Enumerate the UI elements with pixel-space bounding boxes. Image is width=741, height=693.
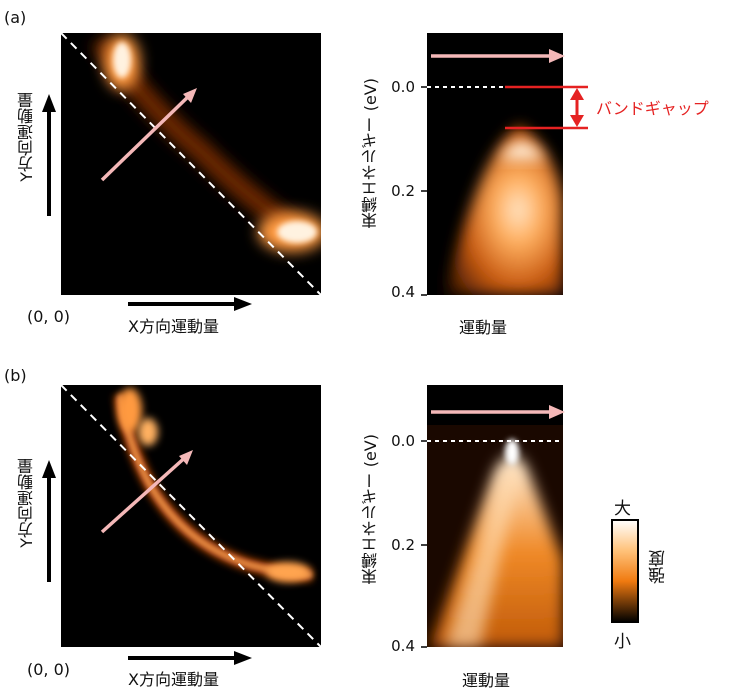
- colorbar-high-label: 大: [614, 499, 631, 519]
- panel-b-fermi-map: [60, 384, 322, 648]
- panel-a-arpes: [421, 33, 588, 296]
- diagonal-dashed-line: [60, 32, 322, 296]
- colorbar-low-label: 小: [614, 632, 631, 652]
- panel-b-energy-axis-label: 束縛エネルギー (eV): [361, 434, 380, 585]
- panel-a-momentum-label: 運動量: [459, 318, 508, 337]
- cut-arrowhead: [183, 88, 197, 103]
- panel-b-tick-2: 0.4: [391, 637, 415, 655]
- panel-a-label: (a): [4, 8, 27, 27]
- bandgap-arrow-down: [570, 115, 584, 127]
- panel-b-origin-label: (0, 0): [27, 660, 71, 679]
- panel-b-label: (b): [4, 366, 27, 385]
- colorbar-title: 強度: [649, 550, 669, 584]
- panel-b-y-axis-label: Y方向運動量: [17, 458, 36, 548]
- panel-a-tick-2: 0.4: [391, 283, 415, 301]
- diagonal-dashed-line: [60, 384, 322, 648]
- panel-b-x-axis-label: X方向運動量: [128, 670, 219, 689]
- panel-b-tick-1: 0.2: [391, 536, 415, 554]
- panel-a-tick-0: 0.0: [391, 78, 415, 96]
- intensity-colorbar: [611, 519, 639, 623]
- panel-a-y-axis-label: Y方向運動量: [17, 92, 36, 182]
- panel-b-momentum-label: 運動量: [462, 671, 511, 690]
- panel-a-x-axis-label: X方向運動量: [128, 317, 219, 336]
- bandgap-label: バンドギャップ: [596, 99, 709, 118]
- panel-a-origin-label: (0, 0): [27, 307, 71, 326]
- panel-a-energy-axis-label: 束縛エネルギー (eV): [361, 78, 380, 229]
- cut-arrow-shaft: [100, 452, 191, 534]
- bandgap-arrow-up: [570, 88, 584, 100]
- panel-a-tick-1: 0.2: [391, 182, 415, 200]
- panel-a-fermi-map: [60, 32, 322, 296]
- panel-b-tick-0: 0.0: [391, 432, 415, 450]
- cut-arrowhead: [179, 450, 193, 465]
- cut-arrow-shaft: [100, 90, 195, 182]
- panel-b-arpes: [421, 385, 565, 648]
